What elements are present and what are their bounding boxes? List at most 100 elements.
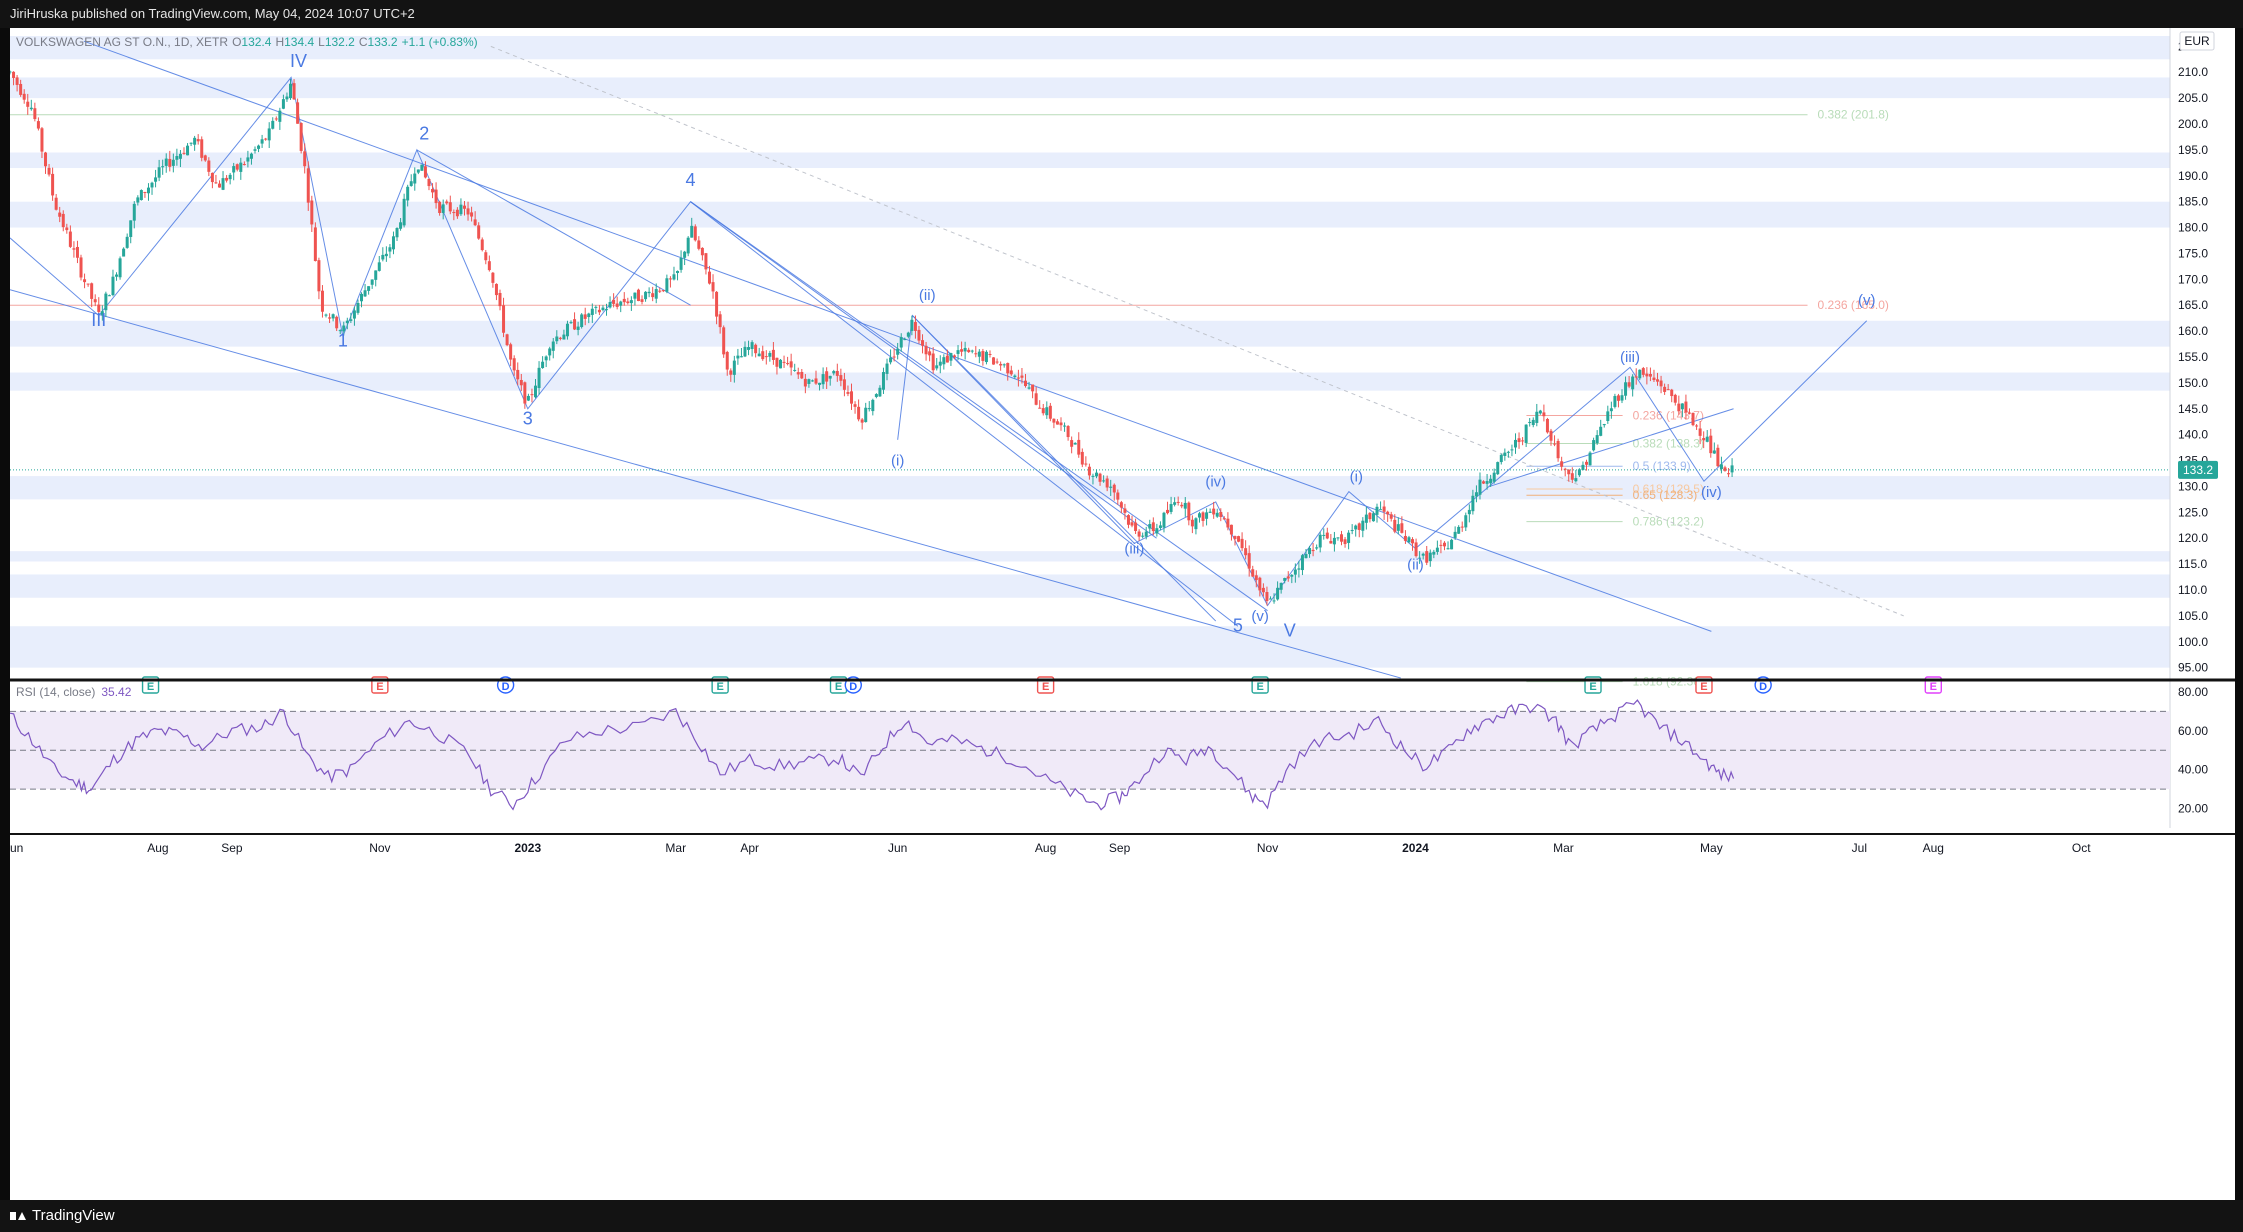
candle-body (1073, 442, 1077, 445)
candle-body (1116, 492, 1120, 500)
price-axis[interactable]: 215.0210.0205.0200.0195.0190.0185.0180.0… (10, 28, 2235, 828)
candle-body (960, 349, 964, 352)
candle-body (754, 344, 758, 354)
candle-body (345, 320, 349, 324)
currency-badge[interactable] (2179, 31, 2215, 51)
candle-body (1041, 408, 1045, 414)
candle-body (622, 298, 626, 303)
candle-body (1020, 375, 1024, 378)
candle-body (1624, 382, 1628, 396)
candle-body (1347, 532, 1351, 543)
candle-body (1002, 364, 1006, 366)
candle-body (26, 101, 30, 107)
candle-body (1556, 440, 1560, 459)
candle-body (1549, 430, 1553, 441)
price-chart[interactable]: 0.382 (201.8)0.236 (165.0)0.236 (143.7)0… (8, 28, 2235, 1200)
candle-body (739, 356, 743, 358)
wave-label: (iv) (1205, 473, 1226, 490)
time-tick-label: Aug (1035, 841, 1056, 855)
price-tick-label: 120.0 (2178, 531, 2208, 545)
candle-body (516, 369, 520, 380)
candle-body (1542, 412, 1546, 417)
candle-body (420, 164, 424, 171)
candle-body (22, 93, 26, 100)
candle-body (1162, 512, 1166, 528)
time-axis[interactable]: un Aug Sep Nov 2023 Mar Apr Jun Aug Sep Nov 2024 Mar… (10, 833, 2235, 855)
candle-body (942, 357, 946, 365)
candle-body (867, 408, 871, 410)
candle-body (1407, 537, 1411, 543)
candle-body (1439, 544, 1443, 546)
candle-body (459, 204, 463, 215)
candle-body (633, 292, 637, 299)
candle-body (583, 314, 587, 319)
candle-body (161, 166, 165, 168)
event-marker-label: D (502, 681, 510, 693)
candle-body (917, 329, 921, 341)
candle-body (1155, 528, 1159, 534)
candle-body (1538, 410, 1542, 414)
candle-body (1016, 377, 1020, 379)
candle-body (757, 353, 761, 357)
candle-body (764, 356, 768, 358)
candle-body (1240, 538, 1244, 549)
candle-body (498, 292, 502, 307)
candle-body (963, 347, 967, 352)
candle-body (1169, 504, 1173, 512)
supply-demand-zones (10, 36, 2170, 668)
chart-area[interactable]: 0.382 (201.8) 0.236 (165.0) 0.236 (143.7) 0… (8, 28, 2235, 1200)
price-tick-label: 195.0 (2178, 143, 2208, 157)
candle-body (1109, 486, 1113, 488)
candle-body (402, 198, 406, 226)
candle-body (416, 169, 420, 173)
candle-body (1517, 438, 1521, 443)
candle-body (967, 349, 971, 353)
rsi-legend: RSI (14, close) 35.42 (16, 685, 132, 699)
candle-body (502, 305, 506, 333)
candle-body (768, 352, 772, 357)
candle-body (125, 236, 129, 248)
candle-body (335, 316, 339, 329)
fib-label: 0.382 (138.3) (1633, 436, 1704, 450)
time-tick-label: Sep (1109, 841, 1131, 855)
candle-body (289, 83, 293, 99)
candle-body (661, 290, 665, 292)
candle-body (1038, 407, 1042, 409)
candle-body (1265, 592, 1269, 602)
candle-body (111, 276, 115, 296)
candle-body (409, 181, 413, 186)
candle-body (644, 291, 648, 300)
candle-body (15, 77, 19, 85)
candle-body (480, 239, 484, 251)
candle-body (1698, 428, 1702, 436)
candle-body (679, 257, 683, 270)
candle-body (1602, 424, 1606, 426)
tradingview-brand[interactable]: TradingView (10, 1200, 115, 1232)
candle-body (1315, 547, 1319, 549)
candle-body (1371, 513, 1375, 522)
candle-body (1428, 552, 1432, 562)
candle-body (470, 212, 474, 217)
rsi-pane: 80.00 60.00 40.00 20.00 (9, 685, 2208, 816)
candle-body (1592, 440, 1596, 451)
candle-body (278, 110, 282, 122)
candle-body (534, 385, 538, 398)
price-tick-label: 170.0 (2178, 272, 2208, 286)
candle-body (913, 322, 917, 331)
candle-body (1332, 537, 1336, 545)
candle-body (881, 372, 885, 390)
candle-body (1304, 554, 1308, 559)
candle-body (1510, 449, 1514, 451)
candle-body (1400, 523, 1404, 533)
projection-line (490, 45, 1904, 617)
zone-band (10, 626, 2170, 668)
event-marker-label: E (835, 681, 842, 693)
candle-body (1087, 466, 1091, 476)
candle-body (1478, 479, 1482, 495)
price-tick-label: 115.0 (2178, 557, 2207, 571)
candle-body (203, 155, 207, 161)
wave-label: (iii) (1620, 349, 1640, 366)
candle-body (1322, 534, 1326, 536)
candle-body (175, 156, 179, 160)
wave-line (9, 76, 1239, 627)
